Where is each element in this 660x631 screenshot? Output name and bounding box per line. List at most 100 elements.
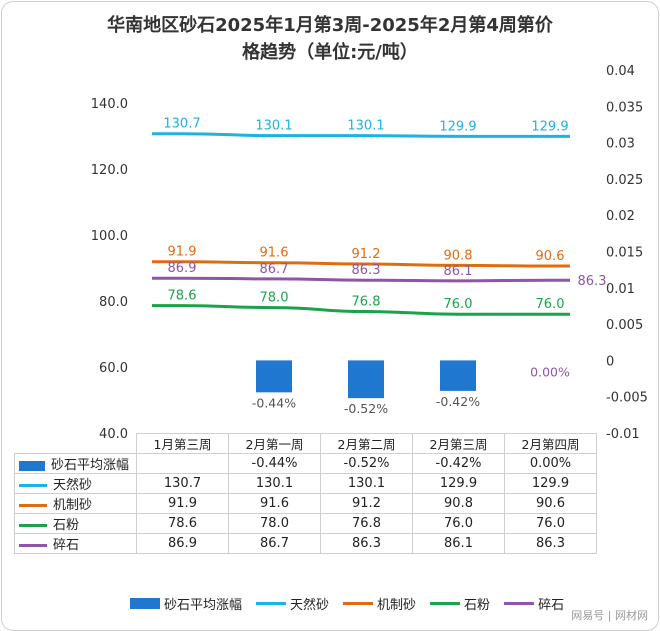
chart-title: 华南地区砂石2025年1月第3周-2025年2月第4周第价 格趋势（单位:元/吨…	[0, 12, 660, 66]
table-row: 机制砂 91.9 91.6 91.2 90.8 90.6	[14, 493, 597, 514]
table-row-label: 砂石平均涨幅	[14, 453, 137, 474]
table-row-name: 砂石平均涨幅	[51, 458, 130, 473]
series-data-label: 76.0	[444, 297, 473, 312]
table-cell: 86.3	[320, 533, 413, 554]
table-column-header: 2月第二周	[320, 433, 413, 454]
table-cell	[136, 453, 229, 474]
table-corner	[14, 433, 137, 454]
series-data-label: 76.0	[536, 297, 565, 312]
bar-data-label: 0.00%	[530, 364, 570, 379]
table-cell: -0.52%	[320, 453, 413, 474]
table-cell: 129.9	[504, 473, 597, 494]
legend-label: 机制砂	[377, 598, 417, 613]
table-cell: 91.9	[136, 493, 229, 514]
series-data-label: 130.1	[347, 119, 384, 134]
bar	[440, 360, 476, 391]
series-data-label: 91.6	[260, 246, 289, 261]
y-left-tick-label: 80.0	[99, 295, 128, 310]
chart-legend: 砂石平均涨幅 天然砂 机制砂 石粉 碎石	[130, 594, 564, 613]
y-right-tick-label: 0.02	[606, 209, 635, 224]
y-right-tick-label: -0.01	[606, 427, 640, 442]
legend-label: 石粉	[464, 598, 491, 613]
series-line	[152, 304, 570, 316]
table-cell: 130.1	[320, 473, 413, 494]
legend-item: 天然砂	[256, 594, 329, 613]
series-data-label: 86.1	[444, 264, 473, 279]
table-cell: 86.9	[136, 533, 229, 554]
table-column-header: 2月第四周	[504, 433, 597, 454]
bar	[256, 360, 292, 393]
table-cell: -0.42%	[412, 453, 505, 474]
table-row-key	[19, 524, 47, 527]
table-row-key	[19, 460, 45, 471]
y-right-tick-label: 0	[606, 354, 614, 369]
series-line	[152, 276, 570, 283]
table-cell: 129.9	[412, 473, 505, 494]
table-cell: -0.44%	[228, 453, 321, 474]
y-left-tick-label: 60.0	[99, 361, 128, 376]
y-right-tick-label: 0.035	[606, 100, 643, 115]
series-data-label: 90.6	[536, 249, 565, 264]
legend-label: 碎石	[538, 598, 565, 613]
y-right-tick-label: 0.01	[606, 282, 635, 297]
table-header-row: 1月第三周 2月第一周 2月第二周 2月第三周 2月第四周	[14, 433, 597, 454]
table-row-key	[19, 504, 47, 507]
table-cell: 0.00%	[504, 453, 597, 474]
data-table: 1月第三周 2月第一周 2月第二周 2月第三周 2月第四周 砂石平均涨幅 -0.44% -0.…	[14, 433, 597, 554]
legend-label: 天然砂	[290, 598, 330, 613]
chart-title-line1: 华南地区砂石2025年1月第3周-2025年2月第4周第价	[107, 15, 553, 36]
series-data-label: 130.7	[163, 117, 200, 132]
table-row: 石粉 78.6 78.0 76.8 76.0 76.0	[14, 513, 597, 534]
series-data-label: 78.0	[260, 291, 289, 306]
legend-swatch	[343, 602, 374, 605]
table-cell: 78.0	[228, 513, 321, 534]
footer-watermark: 网易号 | 网材网	[571, 609, 648, 622]
y-right-tick-label: 0.04	[606, 64, 635, 79]
table-cell: 86.1	[412, 533, 505, 554]
chart-title-line2: 格趋势（单位:元/吨）	[242, 42, 418, 63]
legend-swatch	[430, 602, 461, 605]
table-cell: 86.7	[228, 533, 321, 554]
series-data-label: 78.6	[168, 289, 197, 304]
bar	[348, 360, 384, 399]
table-row-label: 碎石	[14, 533, 137, 554]
table-column-header: 2月第三周	[412, 433, 505, 454]
bar-data-label: -0.44%	[252, 395, 296, 410]
legend-item: 机制砂	[343, 594, 416, 613]
bar-data-label: -0.42%	[436, 394, 480, 409]
y-left-tick-label: 100.0	[91, 229, 128, 244]
table-row-key	[19, 484, 47, 487]
table-cell: 91.6	[228, 493, 321, 514]
table-cell: 76.0	[412, 513, 505, 534]
y-right-tick-label: 0.025	[606, 173, 643, 188]
table-row-key	[19, 544, 47, 547]
legend-swatch	[130, 598, 160, 609]
table-cell: 130.1	[228, 473, 321, 494]
y-right-tick-label: 0.03	[606, 137, 635, 152]
table-cell: 78.6	[136, 513, 229, 534]
table-cell: 90.8	[412, 493, 505, 514]
series-data-label: 90.8	[444, 248, 473, 263]
y-left-tick-label: 140.0	[91, 97, 128, 112]
y-right-tick-label: 0.005	[606, 318, 643, 333]
legend-swatch	[504, 602, 535, 605]
table-column-header: 2月第一周	[228, 433, 321, 454]
y-right-tick-label: 0.015	[606, 246, 643, 261]
series-data-label: 91.9	[168, 245, 197, 260]
series-data-label: 91.2	[352, 247, 381, 262]
series-data-label: 86.3	[578, 274, 607, 289]
table-row: 天然砂 130.7 130.1 130.1 129.9 129.9	[14, 473, 597, 494]
legend-swatch	[256, 602, 287, 605]
table-row-label: 石粉	[14, 513, 137, 534]
legend-item: 石粉	[430, 594, 490, 613]
y-left-tick-label: 120.0	[91, 163, 128, 178]
table-column-header: 1月第三周	[136, 433, 229, 454]
table-cell: 91.2	[320, 493, 413, 514]
table-row-label: 机制砂	[14, 493, 137, 514]
series-line	[152, 132, 570, 138]
table-row-name: 石粉	[53, 518, 80, 533]
table-cell: 90.6	[504, 493, 597, 514]
series-data-label: 129.9	[531, 119, 568, 134]
table-row: 砂石平均涨幅 -0.44% -0.52% -0.42% 0.00%	[14, 453, 597, 474]
